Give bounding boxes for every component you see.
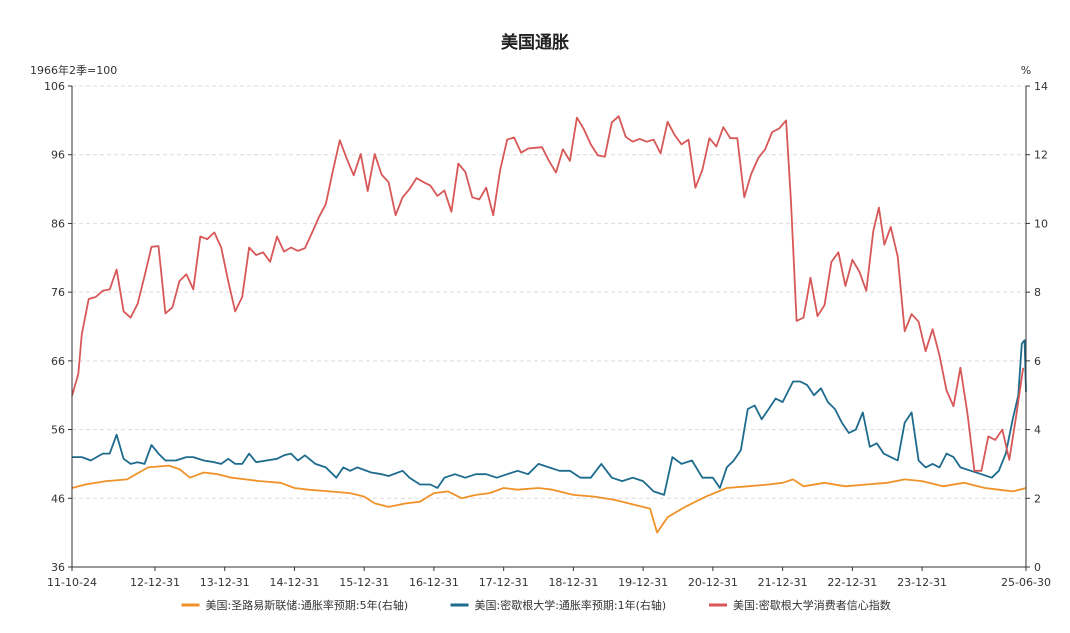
series-line-2 [72,339,1027,496]
x-tick-label: 11-10-24 [47,576,97,589]
x-axis-ticks: 11-10-24 12-12-31 13-12-31 14-12-31 15-12-31… [47,567,1051,589]
x-tick-label: 21-12-31 [758,576,808,589]
right-tick-label: 8 [1034,286,1041,299]
right-tick-label: 14 [1034,80,1048,93]
legend-label-3: 美国:密歇根大学消费者信心指数 [733,598,891,612]
left-tick-label: 46 [51,492,65,505]
right-tick-label: 2 [1034,492,1041,505]
right-axis-unit: % [1021,64,1031,77]
x-tick-label: 23-12-31 [897,576,947,589]
left-axis-ticks: 36 46 56 66 76 86 96 106 [44,80,72,574]
left-tick-label: 106 [44,80,65,93]
x-tick-label: 20-12-31 [688,576,738,589]
x-tick-label: 15-12-31 [339,576,389,589]
left-tick-label: 36 [51,561,65,574]
left-tick-label: 66 [51,355,65,368]
legend-label-1: 美国:圣路易斯联储:通胀率预期:5年(右轴) [206,598,409,612]
right-tick-label: 12 [1034,149,1048,162]
x-tick-label: 13-12-31 [200,576,250,589]
right-tick-label: 6 [1034,355,1041,368]
chart-title: 美国通胀 [501,32,569,53]
series-layer [71,115,1027,534]
x-tick-label: 19-12-31 [618,576,668,589]
left-axis-unit: 1966年2季=100 [30,63,117,77]
x-tick-label: 12-12-31 [130,576,180,589]
axes [71,86,1027,568]
right-tick-label: 0 [1034,561,1041,574]
right-axis-ticks: 0 2 4 6 8 10 12 14 [1026,80,1048,574]
x-tick-label: 18-12-31 [548,576,598,589]
series-line-3 [71,115,1025,472]
legend: 美国:圣路易斯联储:通胀率预期:5年(右轴) 美国:密歇根大学:通胀率预期:1年(… [181,598,891,612]
left-tick-label: 56 [51,424,65,437]
left-tick-label: 86 [51,217,65,230]
grid-lines [72,85,1026,499]
right-tick-label: 10 [1034,217,1048,230]
series-line-1 [71,464,1027,534]
left-tick-label: 96 [51,149,65,162]
x-tick-label: 16-12-31 [409,576,459,589]
left-tick-label: 76 [51,286,65,299]
x-tick-label: 17-12-31 [479,576,529,589]
x-tick-label: 22-12-31 [827,576,877,589]
x-tick-label: 25-06-30 [1001,576,1051,589]
right-tick-label: 4 [1034,424,1041,437]
x-tick-label: 14-12-31 [269,576,319,589]
legend-label-2: 美国:密歇根大学:通胀率预期:1年(右轴) [475,598,667,612]
